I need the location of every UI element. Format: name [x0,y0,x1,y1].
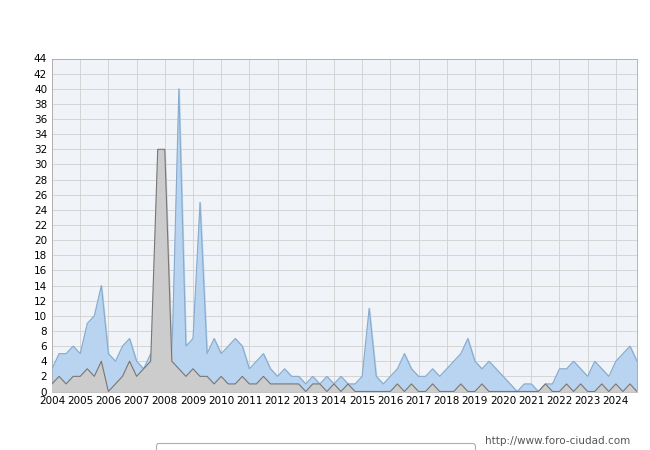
Text: Piedrahita - Evolucion del Nº de Transacciones Inmobiliarias: Piedrahita - Evolucion del Nº de Transac… [96,19,554,35]
Text: http://www.foro-ciudad.com: http://www.foro-ciudad.com [486,436,630,446]
Legend: Viviendas Nuevas, Viviendas Usadas: Viviendas Nuevas, Viviendas Usadas [156,443,474,450]
